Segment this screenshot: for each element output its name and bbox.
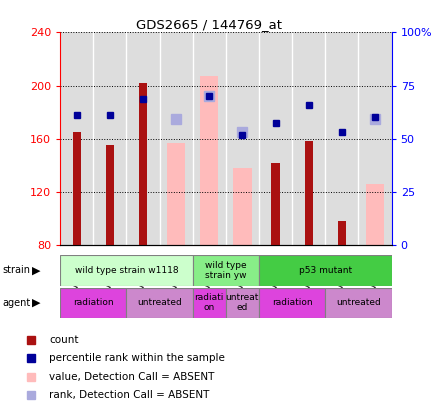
Bar: [73, 132, 81, 245]
Bar: [271, 163, 280, 245]
Text: count: count: [49, 335, 79, 345]
Text: untreated: untreated: [336, 298, 381, 307]
Bar: [126, 32, 160, 245]
Text: untreated: untreated: [137, 298, 182, 307]
Text: ▶: ▶: [32, 298, 41, 308]
Bar: [325, 288, 392, 318]
Bar: [60, 32, 93, 245]
Bar: [366, 184, 384, 245]
Bar: [105, 145, 114, 245]
Bar: [259, 288, 325, 318]
Text: strain: strain: [2, 265, 30, 275]
Text: p53 mutant: p53 mutant: [299, 266, 352, 275]
Bar: [193, 32, 226, 245]
Bar: [233, 168, 251, 245]
Text: ▶: ▶: [32, 265, 41, 275]
Bar: [292, 32, 325, 245]
Text: radiati
on: radiati on: [194, 293, 224, 312]
Bar: [193, 255, 259, 286]
Bar: [226, 288, 259, 318]
Text: agent: agent: [2, 298, 30, 308]
Bar: [304, 141, 313, 245]
Text: rank, Detection Call = ABSENT: rank, Detection Call = ABSENT: [49, 390, 210, 400]
Bar: [193, 288, 226, 318]
Text: wild type strain w1118: wild type strain w1118: [75, 266, 178, 275]
Text: percentile rank within the sample: percentile rank within the sample: [49, 353, 225, 363]
Bar: [93, 32, 126, 245]
Bar: [359, 32, 392, 245]
Text: radiation: radiation: [73, 298, 113, 307]
Bar: [139, 83, 147, 245]
Bar: [126, 288, 193, 318]
Bar: [60, 255, 193, 286]
Bar: [325, 32, 359, 245]
Text: wild type
strain yw: wild type strain yw: [205, 261, 247, 280]
Bar: [167, 143, 185, 245]
Text: untreat
ed: untreat ed: [226, 293, 259, 312]
Bar: [338, 221, 346, 245]
Bar: [60, 288, 126, 318]
Text: radiation: radiation: [272, 298, 312, 307]
Bar: [200, 76, 218, 245]
Bar: [259, 255, 392, 286]
Text: GDS2665 / 144769_at: GDS2665 / 144769_at: [136, 18, 282, 31]
Bar: [259, 32, 292, 245]
Text: value, Detection Call = ABSENT: value, Detection Call = ABSENT: [49, 372, 214, 382]
Bar: [226, 32, 259, 245]
Bar: [160, 32, 193, 245]
